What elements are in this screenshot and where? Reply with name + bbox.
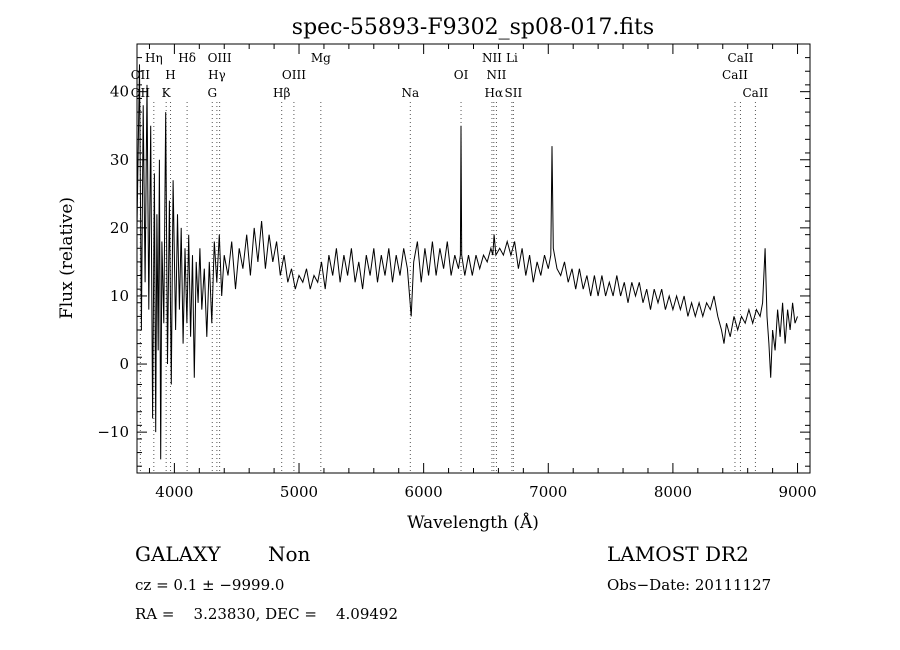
spectral-line-label: G [207, 86, 217, 100]
spectral-line-label: NII [482, 51, 502, 65]
spectral-line-label: OII [131, 68, 151, 82]
spectral-line-label: OI [454, 68, 469, 82]
spectral-line-label: OIII [208, 51, 232, 65]
spectral-line-label: Hγ [208, 68, 226, 82]
y-tick-label: 40 [110, 83, 129, 101]
spectral-line-label: Mg [311, 51, 331, 65]
spectral-line-label: CaII [728, 51, 754, 65]
x-tick-label: 9000 [778, 483, 816, 501]
spectral-line-label: K [162, 86, 172, 100]
spectral-line-label: CaII [722, 68, 748, 82]
ra-dec-text: RA = 3.23830, DEC = 4.09492 [135, 605, 398, 623]
y-tick-label: 30 [110, 151, 129, 169]
spectral-line-label: Hα [485, 86, 504, 100]
y-tick-label: 20 [110, 219, 129, 237]
obs-date: Obs−Date: 20111127 [607, 576, 772, 594]
spectral-line-label: OIII [282, 68, 306, 82]
object-subclass: Non [268, 542, 311, 566]
y-tick-label: 0 [119, 355, 129, 373]
y-axis-ticks: −10 0 10 20 30 40 [97, 57, 810, 467]
spectral-line-label: Na [401, 86, 419, 100]
spectral-line-label: Hβ [273, 86, 290, 100]
y-tick-label: −10 [97, 423, 129, 441]
survey-name: LAMOST DR2 [607, 542, 749, 566]
x-tick-label: 7000 [529, 483, 567, 501]
y-tick-label: 10 [110, 287, 129, 305]
spectral-line-label: Hδ [178, 51, 196, 65]
spectral-line-markers [139, 102, 756, 473]
x-tick-label: 5000 [280, 483, 318, 501]
redshift-text: cz = 0.1 ± −9999.0 [135, 576, 285, 594]
spectral-line-label: OII [131, 86, 151, 100]
x-tick-label: 8000 [654, 483, 692, 501]
spectral-line-label: SII [505, 86, 523, 100]
spectral-line-label: H [165, 68, 175, 82]
x-axis-label: Wavelength (Å) [407, 512, 539, 533]
x-tick-label: 4000 [155, 483, 193, 501]
spectral-line-label: CaII [742, 86, 768, 100]
x-axis-ticks: 4000 5000 6000 7000 8000 9000 [148, 44, 817, 501]
spectral-line-label: Li [506, 51, 518, 65]
spectral-line-label: NII [486, 68, 506, 82]
chart-title: spec-55893-F9302_sp08-017.fits [292, 15, 654, 40]
spectral-line-label: Hη [145, 51, 163, 65]
y-axis-label: Flux (relative) [57, 197, 77, 319]
flux-series-line [136, 64, 798, 460]
object-class: GALAXY [135, 542, 221, 566]
x-tick-label: 6000 [405, 483, 443, 501]
